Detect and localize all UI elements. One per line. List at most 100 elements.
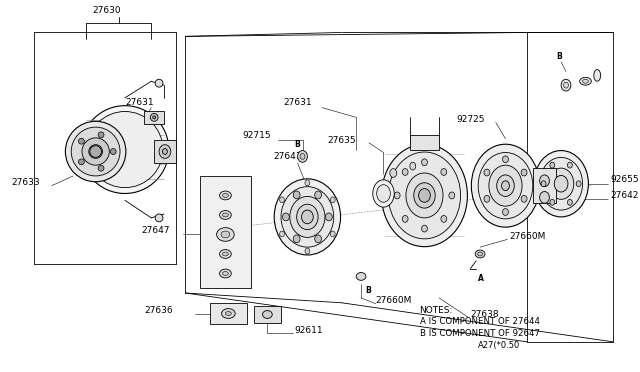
- Ellipse shape: [282, 213, 289, 221]
- Ellipse shape: [159, 145, 171, 158]
- Ellipse shape: [422, 225, 428, 232]
- Ellipse shape: [541, 181, 546, 187]
- Ellipse shape: [220, 230, 231, 239]
- Ellipse shape: [402, 215, 408, 222]
- Text: B: B: [365, 286, 371, 295]
- Ellipse shape: [315, 191, 321, 199]
- Ellipse shape: [441, 169, 447, 175]
- Ellipse shape: [223, 252, 228, 256]
- Text: B: B: [294, 140, 300, 149]
- Ellipse shape: [155, 214, 163, 222]
- Text: B: B: [556, 52, 562, 61]
- Text: 27631: 27631: [125, 98, 154, 107]
- Ellipse shape: [594, 70, 600, 81]
- Ellipse shape: [81, 106, 169, 193]
- Bar: [154, 140, 175, 163]
- Text: 92655: 92655: [610, 175, 639, 184]
- Ellipse shape: [293, 235, 300, 243]
- Text: B IS COMPONENT OF 92647: B IS COMPONENT OF 92647: [420, 329, 540, 338]
- Ellipse shape: [305, 248, 310, 254]
- Ellipse shape: [476, 250, 485, 258]
- Ellipse shape: [82, 138, 109, 165]
- Ellipse shape: [422, 159, 428, 166]
- Ellipse shape: [223, 232, 228, 237]
- Ellipse shape: [540, 157, 582, 210]
- Ellipse shape: [521, 169, 527, 176]
- Ellipse shape: [225, 312, 231, 315]
- Ellipse shape: [281, 187, 333, 247]
- Text: A: A: [390, 164, 396, 174]
- Text: A IS COMPONENT OF 27644: A IS COMPONENT OF 27644: [420, 317, 540, 326]
- Ellipse shape: [325, 213, 332, 221]
- Ellipse shape: [223, 193, 228, 198]
- Circle shape: [98, 165, 104, 171]
- Ellipse shape: [221, 231, 230, 238]
- Ellipse shape: [305, 180, 310, 186]
- Text: 27660M: 27660M: [509, 232, 546, 241]
- Ellipse shape: [550, 199, 555, 205]
- Ellipse shape: [410, 162, 416, 170]
- Ellipse shape: [71, 127, 120, 176]
- Bar: [210, 303, 247, 324]
- Ellipse shape: [550, 162, 555, 168]
- Circle shape: [98, 132, 104, 138]
- Text: 27635: 27635: [327, 136, 356, 145]
- Ellipse shape: [221, 309, 235, 318]
- Ellipse shape: [220, 211, 231, 219]
- Ellipse shape: [502, 181, 509, 190]
- Ellipse shape: [87, 112, 163, 187]
- Ellipse shape: [484, 169, 490, 176]
- Text: 27633: 27633: [12, 178, 40, 187]
- Ellipse shape: [502, 156, 508, 163]
- Circle shape: [79, 159, 84, 165]
- Ellipse shape: [580, 77, 591, 85]
- Text: 92715: 92715: [242, 131, 271, 140]
- Ellipse shape: [301, 210, 313, 224]
- Ellipse shape: [471, 144, 540, 227]
- Ellipse shape: [223, 213, 228, 217]
- Ellipse shape: [290, 196, 325, 237]
- Bar: [410, 135, 439, 150]
- Ellipse shape: [540, 175, 549, 187]
- Ellipse shape: [390, 169, 397, 177]
- Ellipse shape: [489, 165, 522, 206]
- Text: 27630: 27630: [93, 6, 122, 15]
- Ellipse shape: [388, 152, 461, 239]
- Ellipse shape: [216, 228, 234, 241]
- Ellipse shape: [65, 121, 126, 182]
- Ellipse shape: [372, 180, 394, 207]
- Ellipse shape: [300, 154, 305, 159]
- Ellipse shape: [402, 169, 408, 175]
- Circle shape: [110, 148, 116, 154]
- Bar: [145, 110, 164, 124]
- Ellipse shape: [89, 145, 102, 158]
- Ellipse shape: [155, 79, 163, 87]
- Ellipse shape: [582, 79, 588, 83]
- Ellipse shape: [280, 231, 284, 237]
- Text: 27641: 27641: [273, 152, 301, 161]
- Ellipse shape: [502, 209, 508, 215]
- Ellipse shape: [262, 311, 272, 318]
- Ellipse shape: [220, 191, 231, 200]
- Text: 27660M: 27660M: [376, 296, 412, 305]
- Ellipse shape: [540, 192, 549, 203]
- Text: A: A: [478, 274, 484, 283]
- Ellipse shape: [163, 148, 167, 154]
- Ellipse shape: [419, 189, 430, 202]
- Ellipse shape: [223, 272, 228, 275]
- Ellipse shape: [394, 192, 400, 199]
- Ellipse shape: [484, 195, 490, 202]
- Ellipse shape: [548, 168, 574, 199]
- Text: 92725: 92725: [457, 115, 485, 124]
- Ellipse shape: [220, 269, 231, 278]
- Ellipse shape: [534, 151, 588, 217]
- Text: NOTES:: NOTES:: [420, 306, 453, 315]
- Ellipse shape: [293, 191, 300, 199]
- Ellipse shape: [220, 250, 231, 259]
- Ellipse shape: [153, 116, 156, 119]
- Text: A: A: [410, 159, 416, 168]
- Ellipse shape: [561, 79, 571, 91]
- Circle shape: [90, 146, 102, 157]
- Text: A27(*0.50: A27(*0.50: [478, 341, 520, 350]
- Ellipse shape: [356, 273, 366, 280]
